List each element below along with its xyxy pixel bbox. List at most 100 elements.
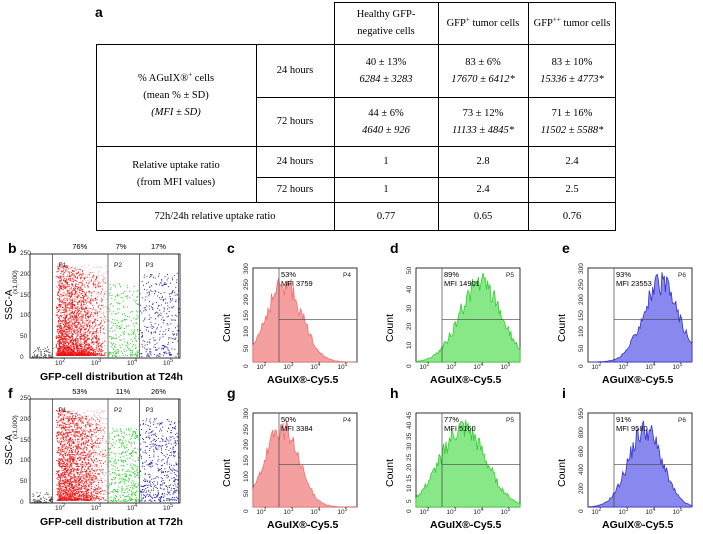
histogram-ytick: 5 [406, 498, 413, 503]
histogram-xtick: 102 [419, 361, 430, 371]
histogram-ytick: 150 [578, 310, 585, 321]
cell-72h-healthy: 44 ± 6% 4640 ± 926 [362, 107, 410, 136]
ratio-24h-gfp-plus: 2.8 [476, 156, 490, 167]
dotplot-ytick: 200 [20, 270, 31, 278]
histogram-svg [252, 267, 358, 363]
histogram-xtick: 103 [618, 506, 629, 516]
histogram-mfi: MFI 3384 [281, 424, 313, 433]
histogram-ytick: 800 [578, 426, 585, 438]
histogram-svg [252, 412, 358, 508]
histogram-ytick: 950 [578, 408, 585, 419]
histogram-ytick: 45 [406, 411, 413, 419]
header-healthy: Healthy GFP-negative cells [356, 9, 416, 37]
ratio7224-gfp-plus: 0.65 [473, 210, 493, 222]
histogram-svg [415, 267, 521, 363]
time-72h: 72 hours [276, 116, 314, 127]
histogram-xlabel: AGuIX®-Cy5.5 [602, 374, 674, 386]
panel-letter-c: c [227, 240, 235, 256]
histogram-h: h Count 77% MFI 5160 P5 0 5 10 15 20 25 30 35 40 45 102… [368, 385, 528, 531]
gate-label-p2: P2 [114, 262, 122, 269]
histogram-xlabel: AGuIX®-Cy5.5 [602, 519, 674, 531]
histogram-ytick: 40 [406, 422, 413, 430]
histogram-ytick: 50 [243, 345, 250, 353]
panel-letter-b: b [8, 240, 17, 256]
histogram-svg [587, 412, 693, 508]
histogram-ytick: 35 [406, 432, 413, 440]
histogram-ytick: 25 [406, 453, 413, 461]
histogram-xtick: 102 [256, 361, 267, 371]
histogram-mfi: MFI 5160 [444, 424, 476, 433]
histogram-ytick: 300 [578, 263, 585, 274]
histogram-d: d Count 89% MFI 14901 P5 0 10 20 30 40 50 102 103 104… [368, 240, 528, 386]
header-gfp-plusplus: GFP++ tumor cells [533, 15, 611, 29]
histogram-xtick: 103 [283, 506, 294, 516]
gate-pct-3: 17% [151, 242, 167, 251]
histogram-ytick: 150 [243, 310, 250, 321]
gate-label-p1: P1 [58, 407, 67, 414]
panel-letter-h: h [390, 385, 399, 401]
histogram-ytick: 250 [243, 423, 250, 435]
histogram-xlabel: AGuIX®-Cy5.5 [267, 519, 339, 531]
histogram-ytick: 0 [578, 509, 585, 513]
dotplot-ytick: 250 [20, 250, 31, 257]
histogram-ytick: 50 [406, 266, 413, 274]
dotplot-xtick: 103 [91, 502, 102, 512]
histogram-g: g Count 50% MFI 3384 P4 0 50 100 150 200 250 300 102… [205, 385, 365, 531]
dotplot-ytick: 0 [20, 354, 24, 361]
histogram-ytick: 100 [243, 470, 250, 482]
histogram-xtick: 103 [446, 506, 457, 516]
panel-letter-e: e [562, 240, 570, 256]
histogram-xtick: 104 [310, 506, 321, 516]
histogram-xtick: 105 [337, 361, 348, 371]
histogram-ytick: 20 [406, 323, 413, 331]
histogram-xtick: 105 [337, 506, 348, 516]
dotplot-svg [29, 253, 181, 359]
histogram-gate: P5 [506, 272, 514, 279]
row-label-agulx-cells: % AGuIX®+ cells (mean % ± SD) (MFI ± SD) [137, 70, 215, 118]
dotplot-xtick: 105 [163, 357, 174, 367]
dotplot-xtick: 102 [55, 357, 66, 367]
histogram-xtick: 104 [645, 506, 656, 516]
dotplot-f: f SSC-A (x1,000) P1 P2 P3 53% 11% 26% 0 50 100 150 20… [0, 385, 190, 528]
uptake-table: Healthy GFP-negative cells GFP+ tumor ce… [96, 2, 616, 232]
histogram-ytick: 400 [578, 464, 585, 476]
histogram-xtick: 104 [473, 506, 484, 516]
dotplot-xlabel: GFP-cell distribution at T72h [40, 516, 183, 528]
histogram-ytick: 200 [578, 483, 585, 495]
histogram-xtick: 104 [645, 361, 656, 371]
histogram-ytick: 250 [243, 278, 250, 290]
histogram-c: c Count 53% MFI 3759 P4 0 50 100 150 200 250 300 102… [205, 240, 365, 386]
histogram-xtick: 102 [419, 506, 430, 516]
row-label-relative-uptake: Relative uptake ratio (from MFI values) [132, 160, 220, 188]
histogram-pct: 93% [616, 270, 632, 279]
ratio-24h-healthy: 1 [383, 156, 389, 167]
histogram-ytick: 0 [243, 364, 250, 368]
dotplot-svg [29, 398, 181, 504]
histogram-xtick: 104 [473, 361, 484, 371]
histogram-xlabel: AGuIX®-Cy5.5 [430, 374, 502, 386]
ratio-72h-healthy: 1 [383, 184, 389, 195]
histogram-ytick: 600 [578, 445, 585, 457]
ratio-24h-gfp-plusplus: 2.4 [565, 156, 579, 167]
histogram-pct: 50% [281, 415, 297, 424]
histogram-ytick: 50 [243, 490, 250, 498]
time-24h: 24 hours [276, 65, 314, 76]
histogram-xlabel: AGuIX®-Cy5.5 [267, 374, 339, 386]
histogram-xtick: 105 [672, 361, 683, 371]
panel-letter-d: d [390, 240, 399, 256]
dotplot-ytick: 200 [20, 415, 31, 423]
cell-72h-gfp-plusplus: 71 ± 16% 11502 ± 5588* [540, 107, 604, 136]
dotplot-xlabel: GFP-cell distribution at T24h [40, 371, 183, 383]
row-label-72-24-ratio: 72h/24h relative uptake ratio [154, 210, 276, 222]
histogram-pct: 53% [281, 270, 297, 279]
ratio7224-gfp-plusplus: 0.76 [562, 210, 582, 222]
ratio-time-72h: 72 hours [276, 184, 314, 195]
header-gfp-plus: GFP+ tumor cells [446, 15, 520, 29]
cell-24h-gfp-plusplus: 83 ± 10% 15336 ± 4773* [540, 56, 604, 85]
histogram-ytick: 100 [578, 325, 585, 337]
histogram-gate: P6 [678, 417, 686, 424]
histogram-xtick: 103 [618, 361, 629, 371]
dotplot-xtick: 105 [163, 502, 174, 512]
histogram-ytick: 250 [578, 278, 585, 290]
histogram-xlabel: AGuIX®-Cy5.5 [430, 519, 502, 531]
